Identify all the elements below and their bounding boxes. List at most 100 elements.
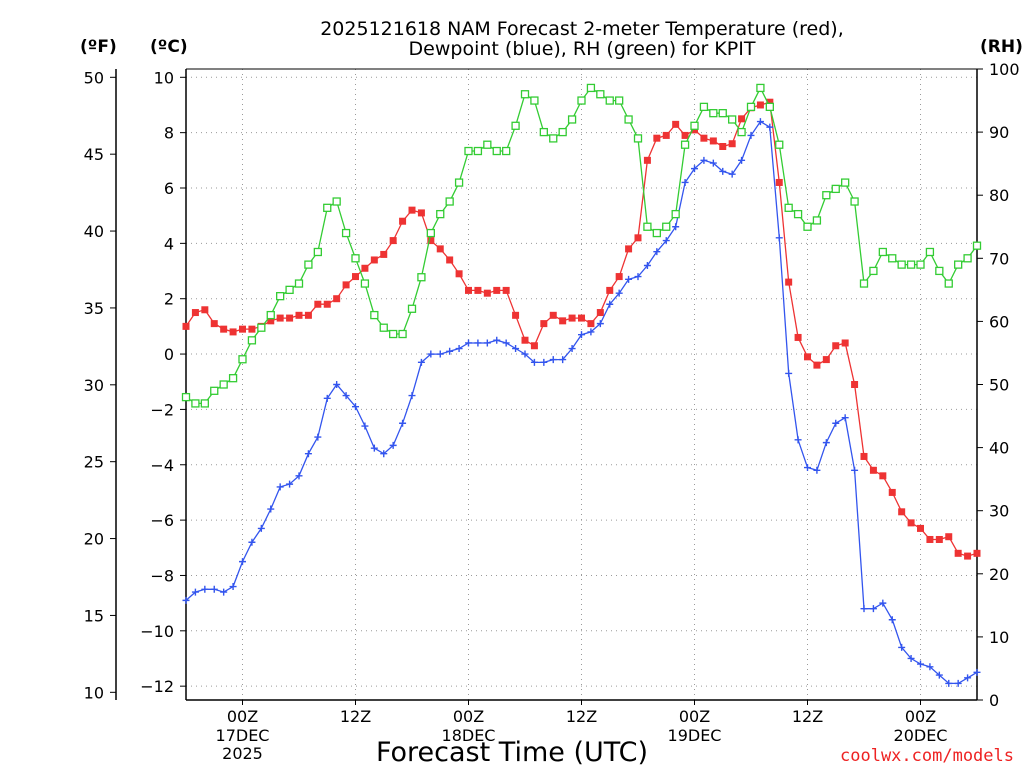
dewpoint-point	[427, 350, 435, 358]
temperature-point	[851, 381, 859, 388]
credit-text: coolwx.com/models	[840, 746, 1014, 766]
temperature-point	[804, 353, 811, 361]
dewpoint-point	[417, 358, 425, 366]
dewpoint-point	[380, 450, 388, 458]
x-tick-date: 20DEC	[894, 726, 948, 745]
temperature-point	[239, 325, 246, 333]
relative-humidity-point	[483, 140, 492, 149]
dewpoint-point	[352, 403, 359, 411]
temperature-point	[935, 535, 943, 543]
relative-humidity-series	[181, 83, 982, 408]
temperature-point	[333, 295, 341, 303]
fahrenheit-tick-label: 10	[84, 683, 104, 702]
temperature-point	[587, 320, 595, 328]
relative-humidity-point	[803, 222, 812, 231]
relative-humidity-point	[746, 102, 756, 112]
x-tick-time: 00Z	[905, 707, 936, 726]
relative-humidity-point	[925, 247, 935, 257]
temperature-point	[465, 286, 472, 294]
rh-tick-label: 90	[989, 123, 1009, 142]
dewpoint-point	[888, 616, 896, 624]
temperature-point	[662, 131, 670, 139]
relative-humidity-point	[266, 310, 275, 320]
dewpoint-point	[973, 668, 981, 676]
celsius-tick-label: −4	[150, 456, 174, 475]
temperature-point	[512, 311, 520, 319]
dewpoint-point	[756, 118, 764, 126]
rh-unit-label: (RH)	[980, 37, 1023, 57]
dewpoint-point	[775, 234, 783, 242]
relative-humidity-point	[464, 146, 473, 156]
axes	[110, 68, 983, 705]
fahrenheit-tick-label: 40	[84, 222, 104, 241]
relative-humidity-point	[888, 254, 897, 263]
temperature-point	[615, 273, 623, 281]
relative-humidity-point	[699, 102, 709, 112]
dewpoint-point	[681, 178, 689, 186]
relative-humidity-point	[426, 228, 435, 238]
dewpoint-point	[286, 480, 294, 488]
relative-humidity-point	[615, 96, 624, 105]
temperature-point	[869, 466, 877, 474]
temperature-point	[822, 356, 830, 364]
grid-lines	[186, 69, 977, 700]
relative-humidity-point	[822, 191, 831, 200]
dewpoint-point	[898, 643, 906, 651]
celsius-tick-label: −6	[150, 511, 174, 530]
relative-humidity-point	[323, 203, 332, 212]
dewpoint-point	[474, 339, 482, 347]
temperature-point	[483, 289, 491, 297]
temperature-point	[728, 140, 736, 148]
fahrenheit-tick-label: 20	[84, 530, 104, 549]
celsius-tick-label: −2	[150, 400, 174, 419]
dewpoint-point	[879, 599, 887, 607]
temperature-point	[634, 234, 642, 242]
temperature-point	[973, 549, 981, 557]
relative-humidity-point	[963, 254, 972, 263]
dewpoint-series	[182, 118, 981, 687]
dewpoint-point	[342, 392, 350, 400]
dewpoint-point	[954, 679, 962, 687]
temperature-point	[964, 552, 972, 560]
temperature-point	[719, 142, 727, 150]
relative-humidity-point	[944, 279, 953, 288]
temperature-point	[540, 320, 548, 328]
temperature-point	[841, 339, 849, 347]
relative-humidity-point	[596, 90, 605, 99]
temperature-point	[766, 98, 774, 106]
temperature-point	[888, 488, 896, 496]
temperature-point	[653, 134, 661, 142]
temperature-point	[738, 115, 746, 123]
dewpoint-point	[926, 663, 934, 671]
relative-humidity-point	[737, 127, 746, 137]
dewpoint-point	[728, 170, 736, 178]
relative-humidity-point	[257, 323, 266, 332]
relative-humidity-point	[831, 184, 840, 194]
temperature-point	[775, 178, 783, 186]
relative-humidity-point	[633, 134, 643, 143]
celsius-tick-label: 2	[164, 290, 174, 309]
dewpoint-point	[530, 358, 538, 366]
dewpoint-point	[512, 345, 520, 353]
celsius-tick-label: 0	[164, 345, 174, 364]
relative-humidity-point	[389, 329, 398, 339]
relative-humidity-point	[351, 254, 360, 263]
temperature-point	[417, 209, 425, 217]
temperature-point	[342, 281, 350, 289]
dewpoint-point	[964, 674, 972, 682]
celsius-tick-label: 8	[164, 124, 174, 143]
relative-humidity-point	[436, 209, 445, 219]
rh-tick-label: 70	[989, 249, 1009, 268]
temperature-point	[521, 336, 529, 344]
chart-title-line2: Dewpoint (blue), RH (green) for KPIT	[409, 38, 756, 60]
relative-humidity-point	[520, 90, 530, 99]
dewpoint-point	[276, 483, 284, 491]
fahrenheit-tick-label: 30	[84, 376, 104, 395]
rh-tick-label: 80	[989, 186, 1009, 205]
relative-humidity-point	[492, 146, 501, 156]
x-tick-time: 12Z	[792, 707, 823, 726]
temperature-point	[399, 217, 407, 225]
dewpoint-point	[493, 336, 501, 344]
x-tick-year: 2025	[222, 744, 263, 763]
